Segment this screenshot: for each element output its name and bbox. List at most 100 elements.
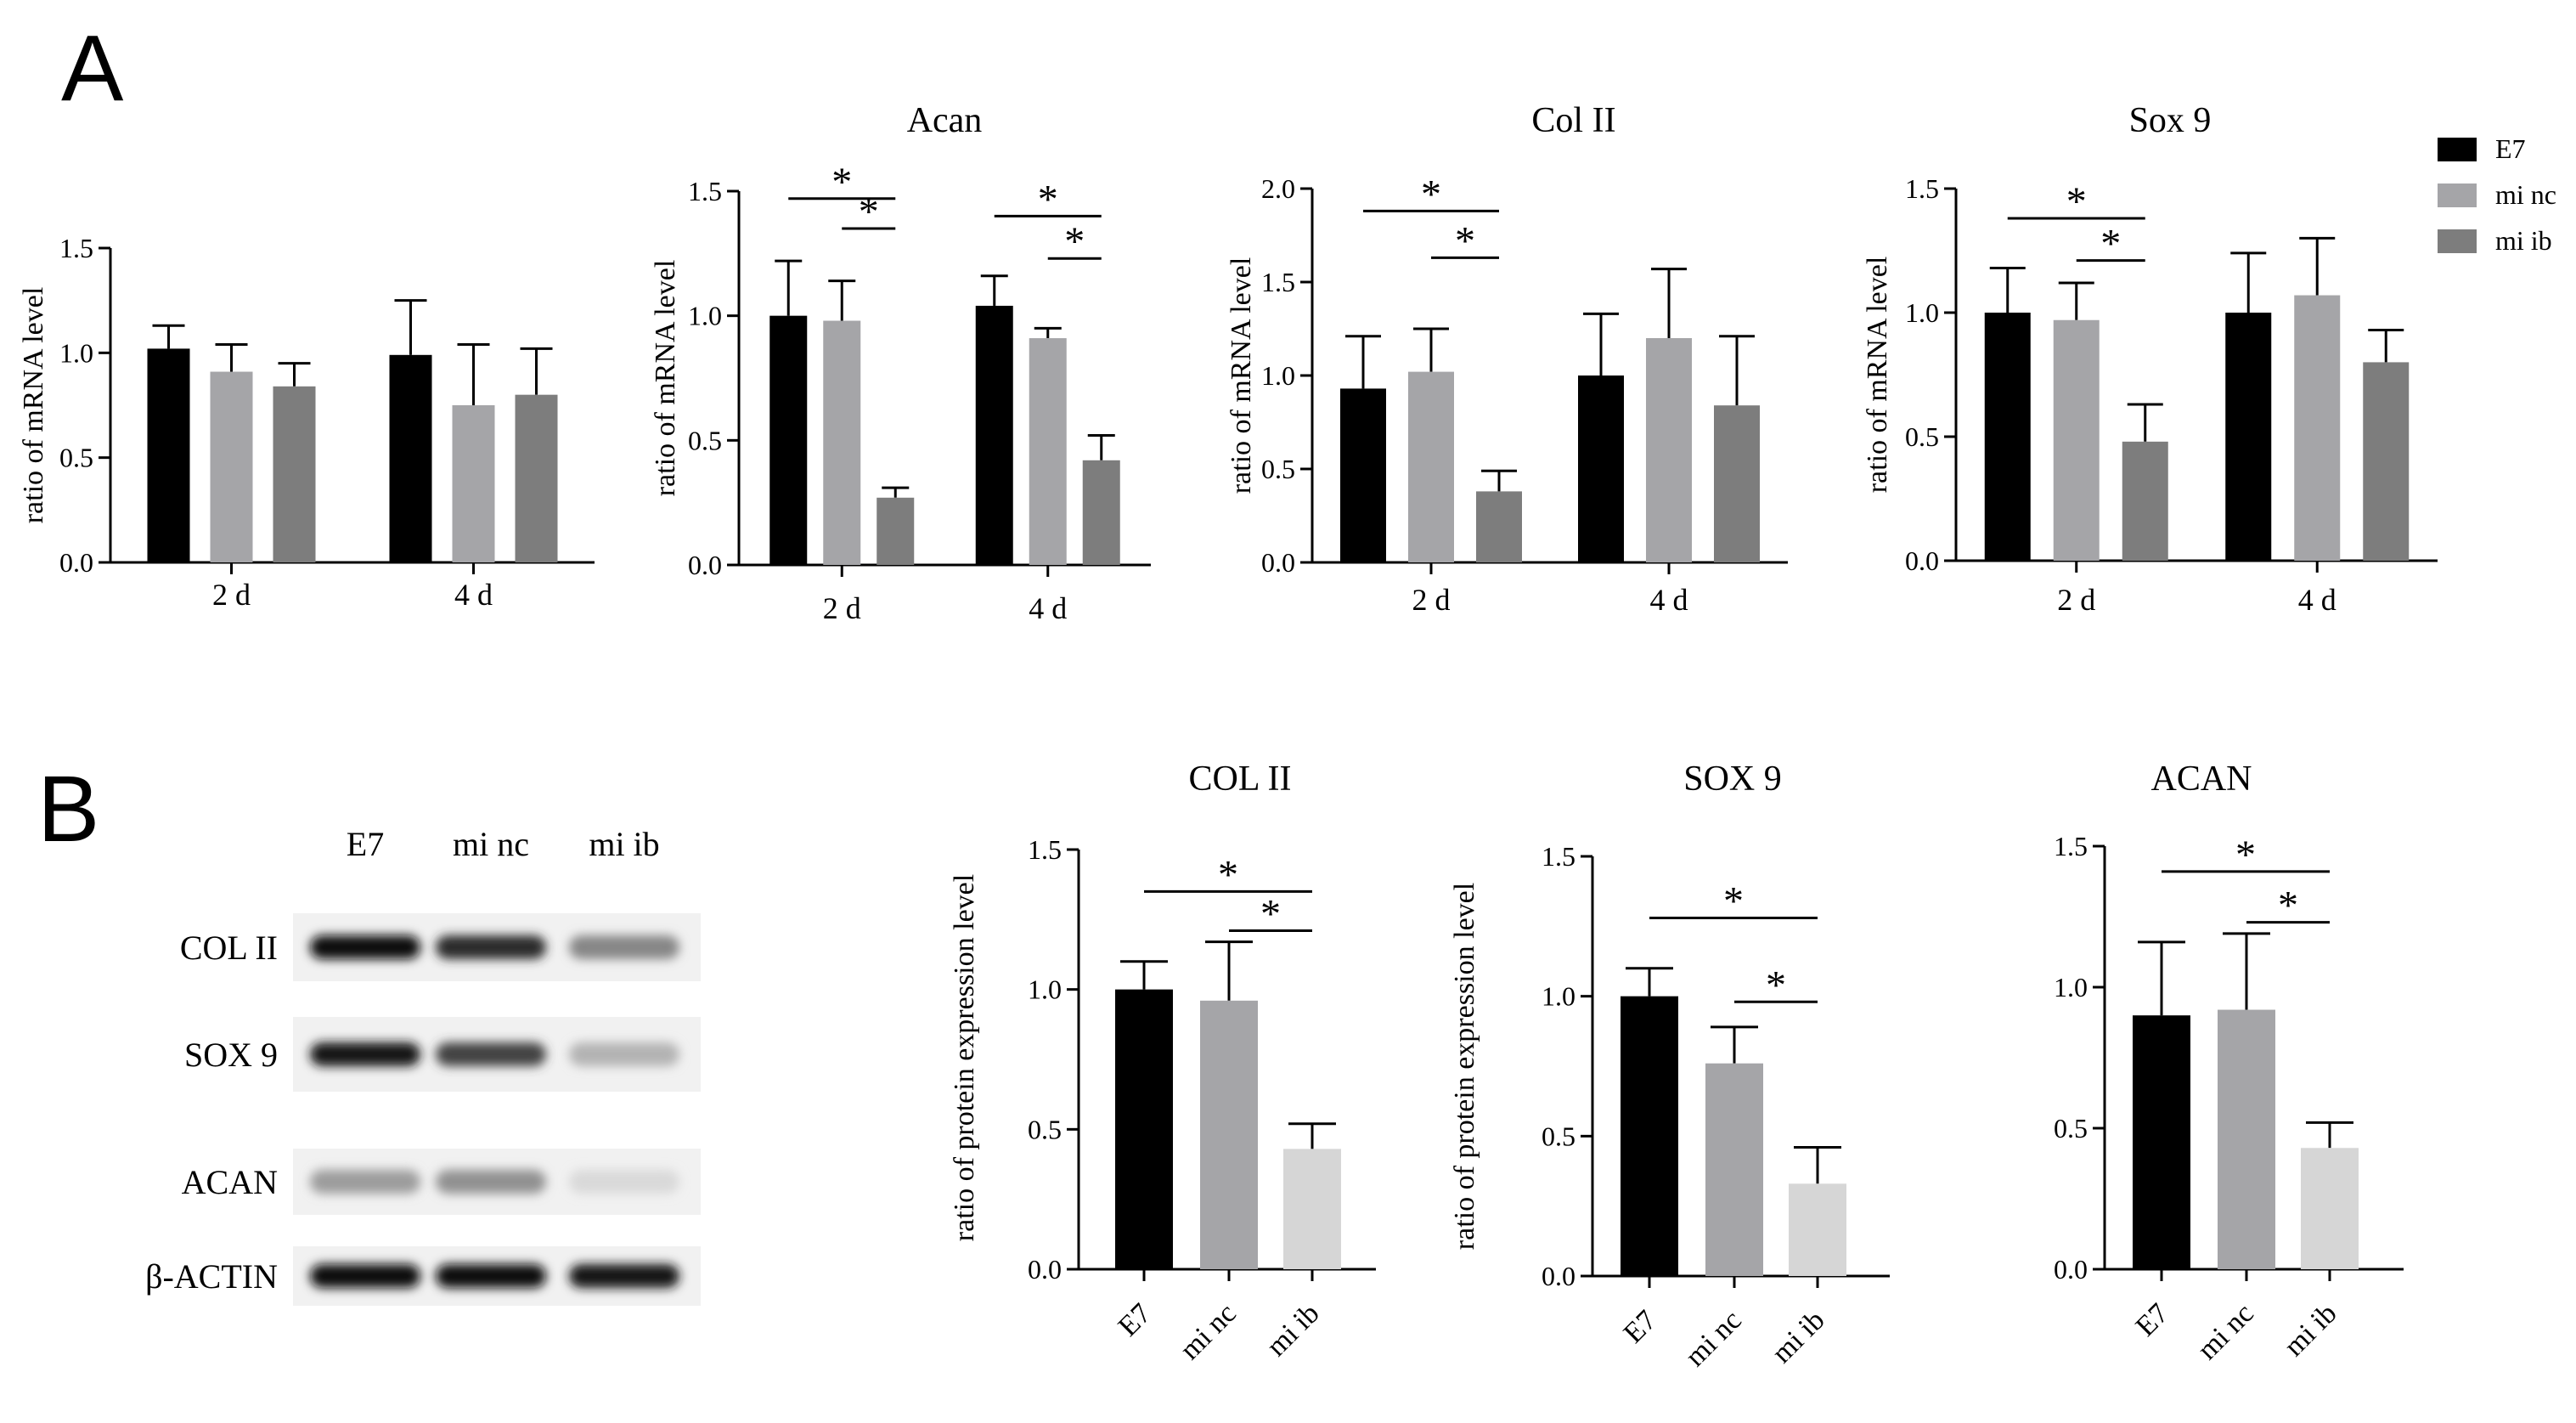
y-tick-label: 0.0 [688,550,722,580]
blot-band [310,935,420,959]
blot-band [569,1042,679,1066]
significance-star: * [1064,219,1085,264]
y-tick-label: 0.5 [1028,1114,1062,1144]
bar [1705,1063,1763,1276]
y-tick-label: 0.0 [1028,1254,1062,1285]
significance-star: * [2235,833,2256,878]
legend: E7 mi nc mi ib [2438,133,2556,256]
bar [769,315,808,565]
y-tick-label: 1.5 [2054,831,2088,861]
x-tick-label: mi nc [2191,1297,2259,1365]
significance-star: * [2100,222,2121,267]
bar [1476,491,1522,562]
bar [877,497,915,565]
blot-band [569,1264,679,1288]
y-axis-label: ratio of mRNA level [650,260,681,497]
significance-star: * [1218,852,1238,897]
y-tick-label: 1.5 [1261,267,1295,297]
bar [1200,1000,1258,1269]
y-tick-label: 1.0 [1905,297,1939,328]
legend-label: E7 [2495,133,2526,164]
y-axis-label: ratio of protein expression level [949,874,980,1241]
bar [2053,319,2100,561]
significance-star: * [1766,963,1786,1008]
y-tick-label: 1.0 [2054,972,2088,1002]
bar [210,371,253,562]
chart-6: ACAN 0.0 0.5 1.0 1.5 E7 mi nc mi ib * * [2054,759,2404,1366]
legend-label: mi ib [2495,225,2552,256]
x-tick-label: 4 d [1029,591,1067,625]
bar [2225,313,2272,561]
chart-1: Acan ratio of mRNA level 0.0 0.5 1.0 1.5 2 d 4 … [650,101,1151,625]
x-tick-label: mi nc [1679,1304,1747,1372]
blot-band [436,1170,546,1194]
y-tick-label: 0.5 [688,425,722,455]
y-tick-label: 0.5 [1261,454,1295,484]
y-tick-label: 0.0 [2054,1254,2088,1285]
y-tick-label: 0.0 [1261,547,1295,578]
y-tick-label: 0.0 [1542,1261,1575,1291]
bar [1646,338,1692,562]
bar [1408,371,1454,562]
panel-label-a: A [61,16,124,121]
x-tick-label: mi nc [1174,1297,1242,1365]
bar [147,348,190,562]
x-tick-label: 4 d [1650,583,1688,617]
chart-title: COL II [1189,759,1292,799]
blot-band [310,1264,420,1288]
significance-star: * [859,189,879,234]
bar [975,305,1013,565]
bar [2294,295,2341,561]
chart-5: SOX 9 ratio of protein expression level 0.… [1449,759,1890,1373]
significance-star: * [1038,177,1058,222]
y-tick-label: 1.0 [59,337,93,368]
blot-row-label: COL II [180,929,278,967]
chart-title: SOX 9 [1683,759,1782,799]
bar [823,320,861,565]
y-tick-label: 1.5 [1542,841,1575,872]
y-tick-label: 0.5 [59,443,93,473]
chart-title: Col II [1531,101,1615,140]
x-tick-label: E7 [2130,1297,2175,1342]
blot-band [436,935,546,959]
y-axis-label: ratio of mRNA level [18,287,49,524]
blot-band [310,1170,420,1194]
significance-star: * [1260,892,1281,937]
x-tick-label: 2 d [1412,583,1451,617]
bar [389,354,432,562]
y-tick-label: 1.5 [1028,834,1062,865]
y-tick-label: 0.0 [59,547,93,578]
bar [2218,1009,2275,1269]
chart-4: COL II ratio of protein expression level 0… [949,759,1376,1366]
y-tick-label: 1.0 [1261,360,1295,391]
y-tick-label: 1.5 [59,233,93,263]
bar [1789,1183,1846,1276]
blot-band [436,1264,546,1288]
bar [2363,362,2410,561]
y-axis-label: ratio of protein expression level [1449,883,1480,1250]
y-tick-label: 1.0 [1542,981,1575,1012]
y-tick-label: 1.5 [688,176,722,206]
blot-band [436,1042,546,1066]
significance-star: * [2278,884,2298,929]
chart-title: Sox 9 [2129,101,2212,140]
blot-band [310,1042,420,1066]
chart-2: Col II ratio of mRNA level 0.0 0.5 1.0 1.5 2.0… [1226,101,1788,617]
legend-swatch [2438,229,2477,253]
bar [1621,996,1678,1276]
y-tick-label: 0.5 [2054,1113,2088,1143]
significance-star: * [1455,218,1475,263]
blot-band [569,935,679,959]
bar [1082,460,1120,565]
x-tick-label: mi ib [1260,1297,1325,1362]
chart-title: ACAN [2150,759,2252,799]
blot-row-label: ACAN [182,1163,278,1201]
bar [1714,405,1760,562]
bar [1340,388,1386,562]
x-tick-label: 2 d [212,578,251,612]
bar [1578,376,1624,562]
bar [452,405,495,562]
